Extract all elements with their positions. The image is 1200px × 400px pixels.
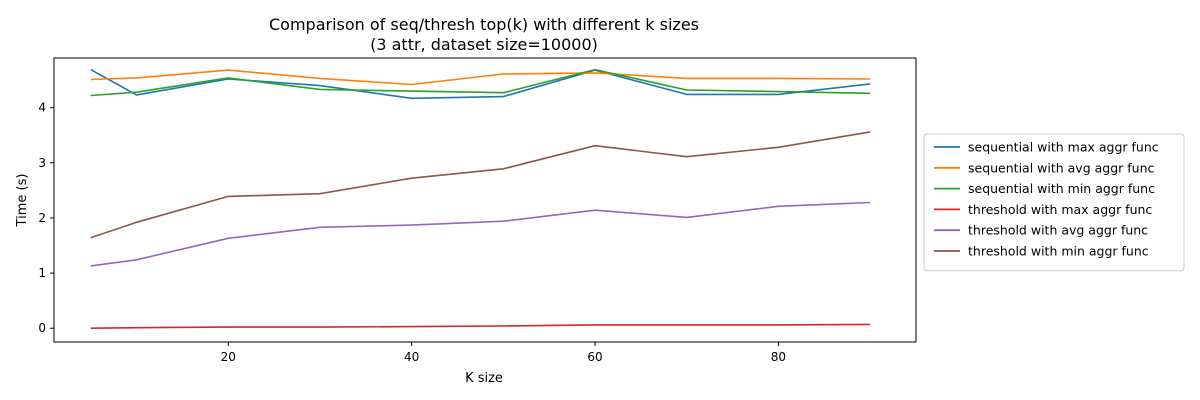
- y-axis-label: Time (s): [15, 174, 30, 228]
- y-tick-label: 0: [38, 321, 46, 335]
- series-line-5: [90, 201, 871, 267]
- y-tick-label: 2: [38, 211, 46, 225]
- legend: sequential with max aggr func sequential …: [923, 133, 1185, 272]
- chart-subtitle: (3 attr, dataset size=10000): [370, 35, 598, 54]
- y-tick-label: 4: [38, 101, 46, 115]
- x-axis: 20 40 60 80: [221, 342, 786, 364]
- chart-title: Comparison of seq/thresh top(k) with dif…: [269, 15, 699, 34]
- x-tick-label: 80: [771, 350, 786, 364]
- series-line-3: [90, 68, 871, 97]
- legend-box: [923, 133, 1185, 272]
- plot-frame: [53, 57, 917, 343]
- y-axis: 0 1 2 3 4: [38, 101, 54, 335]
- legend-entry: threshold with min aggr func: [968, 244, 1149, 259]
- series-line-2: [90, 69, 871, 86]
- legend-entry: sequential with max aggr func: [968, 140, 1159, 155]
- legend-entry: threshold with avg aggr func: [968, 223, 1148, 238]
- series-lines: [90, 68, 871, 329]
- x-tick-label: 40: [404, 350, 419, 364]
- y-tick-label: 3: [38, 156, 46, 170]
- plot-area: [53, 57, 917, 343]
- x-tick-label: 20: [221, 350, 236, 364]
- series-line-1: [90, 68, 871, 100]
- x-tick-label: 60: [587, 350, 602, 364]
- legend-entry: sequential with avg aggr func: [968, 160, 1154, 175]
- series-line-4: [90, 323, 871, 329]
- y-tick-label: 1: [38, 266, 46, 280]
- x-axis-label: K size: [465, 371, 503, 386]
- legend-entry: sequential with min aggr func: [968, 181, 1155, 196]
- legend-entry: threshold with max aggr func: [968, 202, 1152, 217]
- series-line-6: [90, 131, 871, 239]
